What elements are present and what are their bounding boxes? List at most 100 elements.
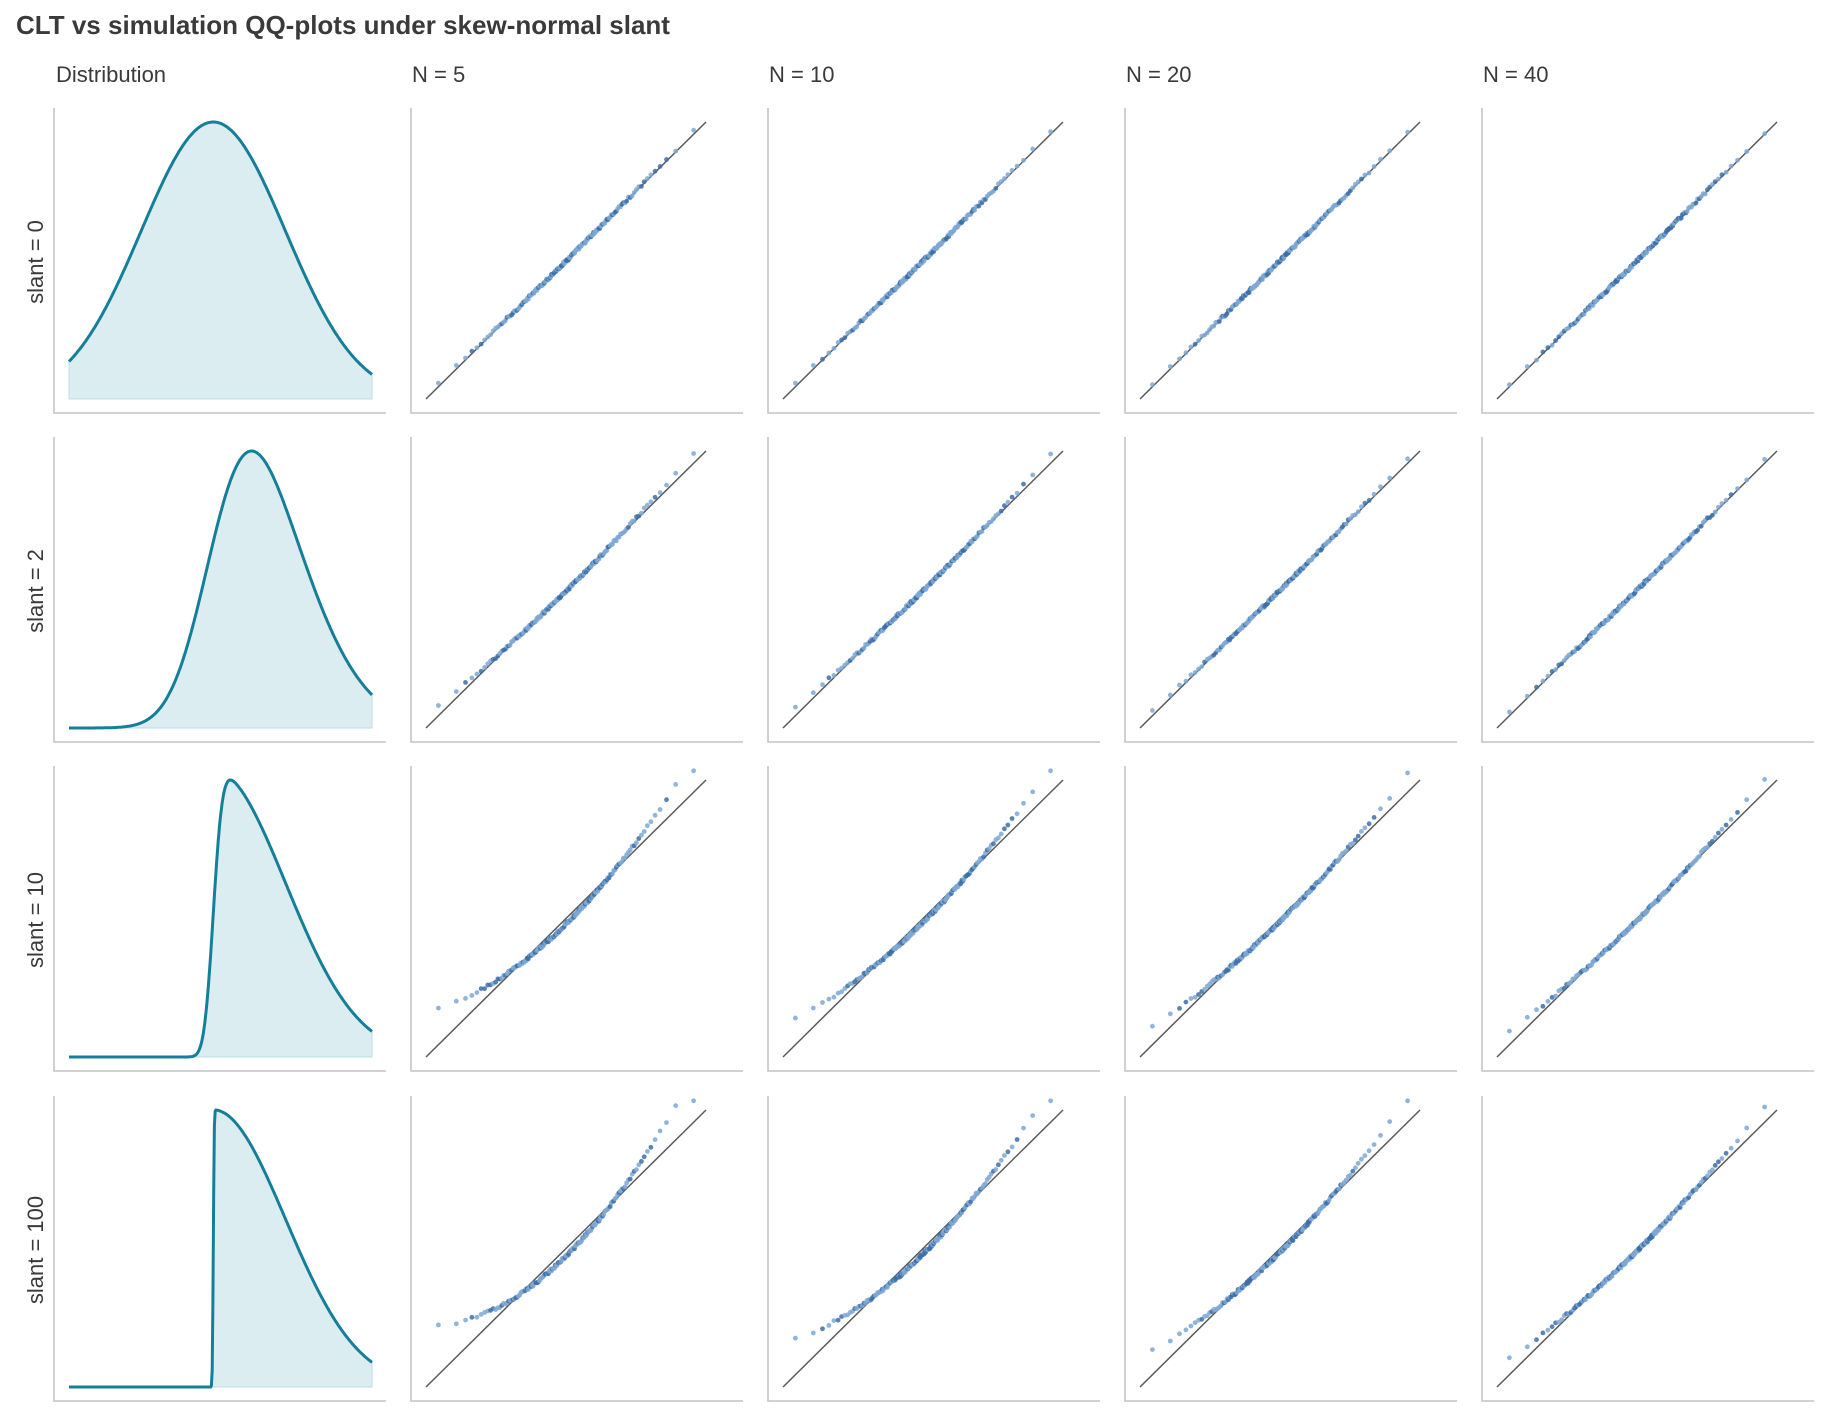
- qq-point: [1723, 1150, 1729, 1156]
- qq-point: [826, 1323, 832, 1328]
- qq-point: [1553, 993, 1558, 999]
- qq-point: [1336, 1186, 1342, 1192]
- qq-point: [1702, 191, 1708, 197]
- qq-point: [1188, 344, 1194, 350]
- qq-point: [831, 345, 837, 351]
- qq-point: [1762, 1104, 1767, 1110]
- qq-point: [810, 690, 816, 696]
- qq-point: [1150, 708, 1155, 713]
- density-line-slant-2: [69, 449, 374, 730]
- qq-point: [1572, 649, 1577, 654]
- qq-point: [624, 198, 629, 204]
- qq-point: [1712, 509, 1718, 515]
- axes-r3-c2: [767, 1096, 1100, 1402]
- axes-r3-c3: [1124, 1096, 1457, 1402]
- qq-point: [1507, 1028, 1512, 1034]
- qq-point: [1723, 822, 1729, 828]
- qq-point: [1728, 1145, 1734, 1151]
- reference-line-slant-100-n10: [782, 1109, 1064, 1388]
- qq-point: [1177, 1331, 1182, 1337]
- qq-point: [645, 1149, 650, 1154]
- qq-point: [613, 538, 619, 544]
- qq-point: [1387, 1119, 1393, 1124]
- qq-point: [482, 337, 487, 343]
- qq-point: [1524, 1344, 1530, 1350]
- qq-point: [627, 1176, 633, 1182]
- qq-point: [474, 345, 480, 350]
- qq-point: [1507, 709, 1512, 715]
- qq-point: [453, 998, 459, 1004]
- qq-point: [1719, 501, 1725, 506]
- qq-point: [645, 823, 650, 829]
- qq-point: [645, 176, 650, 181]
- qq-point: [1723, 497, 1729, 503]
- qq-point: [1183, 1327, 1189, 1333]
- qq-point: [1728, 817, 1734, 822]
- density-line-slant-100: [69, 1108, 373, 1389]
- qq-point: [835, 340, 841, 345]
- qq-point: [645, 502, 650, 508]
- qq-point: [463, 996, 468, 1001]
- qq-point: [1762, 777, 1767, 782]
- qq-point: [1366, 170, 1372, 176]
- qq-point: [1005, 1149, 1011, 1155]
- qq-point: [1524, 693, 1530, 699]
- qq-point: [482, 986, 487, 992]
- qq-point: [1359, 829, 1364, 834]
- qq-point: [607, 1204, 613, 1209]
- qq-point: [1762, 131, 1767, 137]
- qq-point: [1177, 682, 1182, 688]
- qq-point: [1348, 1172, 1353, 1178]
- qq-point: [1540, 349, 1546, 355]
- qq-point: [1728, 492, 1734, 498]
- qq-point: [810, 363, 816, 368]
- qq-point: [648, 172, 654, 178]
- axes-r2-c3: [1124, 766, 1457, 1072]
- qq-point: [1534, 684, 1539, 690]
- qq-point: [639, 1159, 644, 1164]
- qq-point: [1009, 816, 1015, 821]
- qq-point: [996, 1162, 1001, 1168]
- qq-point: [1014, 490, 1020, 496]
- qq-point: [1716, 830, 1721, 836]
- qq-point: [1693, 200, 1699, 206]
- qq-point: [1712, 1163, 1718, 1168]
- qq-point: [1002, 176, 1007, 181]
- qq-point: [1199, 664, 1205, 669]
- qq-point: [639, 510, 644, 516]
- qq-point: [636, 1162, 642, 1168]
- qq-point: [657, 1128, 663, 1134]
- qq-point: [639, 184, 644, 189]
- qq-point: [1192, 1320, 1198, 1326]
- qq-point: [1371, 164, 1377, 169]
- qq-point: [861, 645, 867, 651]
- qq-point: [1735, 157, 1740, 163]
- qq-point: [639, 832, 644, 838]
- qq-point: [1378, 484, 1383, 490]
- qq-point: [854, 324, 860, 330]
- density-panel-slant-100: [69, 1108, 373, 1389]
- qq-point: [1005, 822, 1011, 828]
- qq-point: [826, 350, 832, 356]
- qq-point: [1524, 364, 1530, 369]
- qq-point: [1188, 996, 1194, 1001]
- qq-point: [1048, 1098, 1053, 1104]
- qq-point: [474, 671, 480, 677]
- qq-point: [622, 1184, 628, 1190]
- qq-point: [453, 1321, 459, 1327]
- qq-point: [1002, 826, 1007, 832]
- qq-point: [1378, 806, 1383, 812]
- qq-point: [1005, 499, 1011, 505]
- qq-point: [1735, 810, 1740, 815]
- qq-point: [1009, 494, 1015, 500]
- qq-point: [469, 993, 475, 998]
- qq-point: [1150, 382, 1155, 388]
- density-panel-slant-0: [67, 120, 373, 400]
- qq-point: [998, 179, 1004, 185]
- qq-point: [981, 854, 986, 860]
- qq-point: [810, 1330, 816, 1336]
- column-header-n10: N = 10: [769, 62, 835, 87]
- qq-point: [1744, 477, 1750, 483]
- qq-point: [1387, 796, 1393, 801]
